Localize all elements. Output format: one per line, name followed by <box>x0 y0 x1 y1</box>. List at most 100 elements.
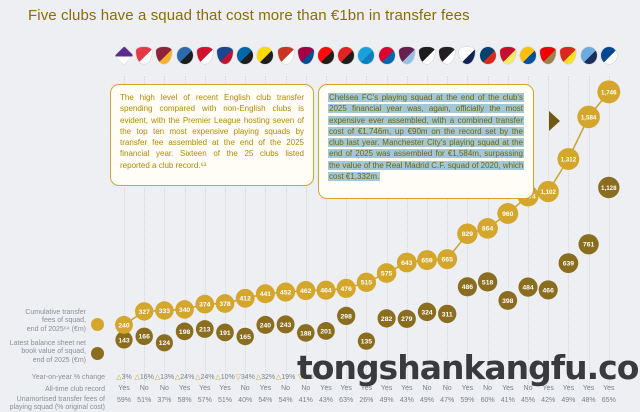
svg-text:165: 165 <box>240 334 252 341</box>
svg-text:188: 188 <box>300 330 312 337</box>
yoy-value-fiorentina: △3% <box>116 374 132 381</box>
svg-text:1,746: 1,746 <box>601 89 617 96</box>
crest-fc-barcelona <box>297 47 314 64</box>
bubble-netbook-inter-milan: 165 <box>236 327 254 346</box>
crest-newcastle-united <box>439 47 456 64</box>
record-value-newcastle-united: No <box>442 385 452 392</box>
unamortised-value-borussia-dortmund: 54% <box>258 397 273 404</box>
bubble-cumulative-inter-milan: 412 <box>235 288 255 308</box>
svg-text:476: 476 <box>341 286 353 293</box>
svg-text:665: 665 <box>442 257 454 264</box>
svg-text:340: 340 <box>179 307 191 314</box>
crest-ajax <box>196 47 213 64</box>
bubble-netbook-newcastle-united: 311 <box>438 304 457 324</box>
svg-text:282: 282 <box>381 316 393 323</box>
record-value-atl-tico-de-madrid: No <box>281 385 291 392</box>
triangle-up-icon: △ <box>174 374 181 381</box>
bubble-netbook-atalanta: 198 <box>175 322 194 341</box>
bubble-netbook-borussia-dortmund: 240 <box>256 315 275 334</box>
bubble-netbook-liverpool: 398 <box>498 291 518 310</box>
record-value-bayern-munich: Yes <box>380 385 393 392</box>
svg-text:213: 213 <box>199 326 211 333</box>
crest-atalanta <box>176 47 193 64</box>
crest-juventus <box>419 47 435 64</box>
unamortised-value-roma: 37% <box>157 397 172 404</box>
svg-text:374: 374 <box>199 302 211 309</box>
triangle-up-icon: △ <box>195 374 201 381</box>
unamortised-value-napoli: 26% <box>359 397 374 404</box>
svg-text:441: 441 <box>260 291 272 298</box>
annotation-text-2-highlighted: Chelsea FC's playing squad at the end of… <box>328 93 525 182</box>
gridline <box>447 76 449 392</box>
yoy-value-inter-milan: ▽34% <box>235 374 255 381</box>
gridline <box>568 76 570 392</box>
svg-text:1,128: 1,128 <box>601 185 617 192</box>
crest-liverpool <box>499 47 516 64</box>
legend-label-net-book-value: Latest balance sheet net book value of s… <box>9 340 86 364</box>
gridline <box>305 76 307 392</box>
unamortised-value-fiorentina: 59% <box>116 397 132 404</box>
record-value-atalanta: Yes <box>178 385 191 392</box>
record-value-fc-barcelona: No <box>301 385 311 392</box>
bubble-cumulative-paris-saint-germain: 864 <box>477 218 498 239</box>
record-value-manchester-united: Yes <box>562 385 575 392</box>
row-label-unamortised: Unamortised transfer fees of playing squ… <box>9 396 105 412</box>
svg-text:398: 398 <box>502 298 514 305</box>
bubble-netbook-chelsea: 1,128 <box>598 176 620 199</box>
bubble-netbook-juventus: 324 <box>417 302 437 322</box>
svg-text:643: 643 <box>401 260 413 267</box>
gridline <box>225 76 226 392</box>
gridline <box>608 76 610 392</box>
record-value-fiorentina: Yes <box>118 385 130 392</box>
record-value-manchester-city: Yes <box>582 385 595 392</box>
svg-text:124: 124 <box>159 340 171 347</box>
bubble-netbook-paris-saint-germain: 518 <box>477 272 498 292</box>
gridline <box>144 76 146 392</box>
svg-text:412: 412 <box>240 296 252 303</box>
svg-text:1,312: 1,312 <box>561 156 577 163</box>
record-value-real-madrid: No <box>523 385 533 392</box>
bubble-cumulative-chelsea: 1,746 <box>597 80 621 104</box>
gridline <box>386 76 388 392</box>
bubble-netbook-manchester-city: 761 <box>578 234 599 255</box>
bubble-cumulative-tottenham-hotspur: 829 <box>457 223 478 244</box>
svg-text:333: 333 <box>159 308 171 315</box>
row-label-all-time-record: All-time club record <box>45 386 105 393</box>
bubble-netbook-crystal-palace: 191 <box>216 323 234 342</box>
bubble-cumulative-crystal-palace: 378 <box>215 294 235 313</box>
bubble-cumulative-napoli: 515 <box>356 272 377 292</box>
row-label-yoy-change: Year-on-year % change <box>31 374 105 381</box>
yoy-value-atl-tico-de-madrid: △19% <box>275 374 296 381</box>
gridline <box>184 76 186 392</box>
crest-paris-saint-germain <box>479 47 496 64</box>
svg-text:135: 135 <box>361 339 373 346</box>
crest-manchester-city <box>580 47 597 64</box>
svg-text:378: 378 <box>219 301 231 308</box>
gridline <box>346 76 348 392</box>
bubble-netbook-fiorentina: 143 <box>115 331 133 349</box>
record-value-liverpool: Yes <box>502 385 514 392</box>
crest-bayern-munich <box>378 47 395 64</box>
crest-napoli <box>358 47 375 64</box>
unamortised-value-juventus: 49% <box>419 397 435 404</box>
yoy-value-roma: △13% <box>154 374 175 381</box>
bubble-cumulative-arsenal: 1,102 <box>537 180 559 203</box>
gridline <box>204 76 206 392</box>
bubble-netbook-napoli: 135 <box>357 332 376 350</box>
svg-text:466: 466 <box>543 287 555 294</box>
bubble-netbook-ajax: 213 <box>195 320 214 338</box>
annotation-box-chelsea-record: Chelsea FC's playing squad at the end of… <box>318 84 534 199</box>
bubble-cumulative-manchester-city: 1,584 <box>577 105 600 129</box>
bubble-netbook-bayern-munich: 282 <box>377 309 396 328</box>
bubble-cumulative-atalanta: 340 <box>175 300 194 319</box>
record-value-monaco: No <box>139 385 149 392</box>
triangle-down-icon: ▽ <box>235 374 241 381</box>
triangle-down-icon: ▽ <box>298 374 304 381</box>
bubble-netbook-manchester-united: 639 <box>558 253 579 274</box>
crest-inter-milan <box>237 47 254 64</box>
gridline <box>507 76 509 392</box>
record-value-juventus: No <box>422 385 432 392</box>
svg-text:864: 864 <box>482 226 494 233</box>
crest-tottenham-hotspur <box>459 47 476 64</box>
crest-real-madrid <box>520 47 536 64</box>
